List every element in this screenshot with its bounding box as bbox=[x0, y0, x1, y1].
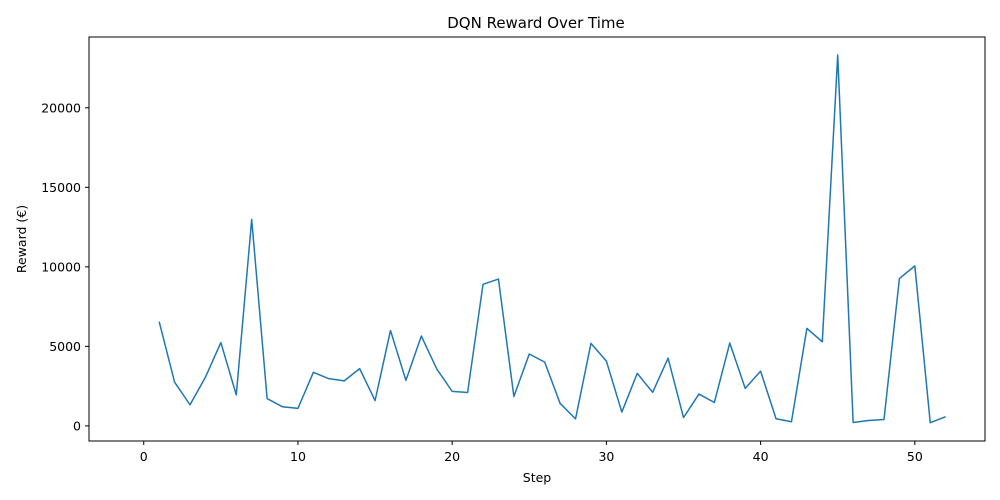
x-axis-label: Step bbox=[523, 470, 552, 485]
x-tick-label: 0 bbox=[140, 449, 148, 464]
y-axis-label: Reward (€) bbox=[14, 205, 29, 273]
x-tick-label: 10 bbox=[290, 449, 306, 464]
x-tick-label: 20 bbox=[444, 449, 460, 464]
x-tick-label: 40 bbox=[753, 449, 769, 464]
x-tick-label: 50 bbox=[907, 449, 923, 464]
plot-area bbox=[158, 54, 946, 424]
y-tick-label: 10000 bbox=[41, 259, 81, 274]
y-tick-label: 0 bbox=[73, 418, 81, 433]
x-axis: 0 10 20 30 40 50 bbox=[140, 441, 923, 464]
y-tick-label: 5000 bbox=[49, 339, 81, 354]
x-tick-label: 30 bbox=[598, 449, 614, 464]
y-axis: 0 5000 10000 15000 20000 bbox=[41, 100, 89, 433]
y-tick-label: 20000 bbox=[41, 100, 81, 115]
chart-title: DQN Reward Over Time bbox=[447, 14, 625, 32]
plot-frame bbox=[88, 36, 986, 442]
series-line-0 bbox=[158, 54, 946, 424]
y-tick-label: 15000 bbox=[41, 180, 81, 195]
